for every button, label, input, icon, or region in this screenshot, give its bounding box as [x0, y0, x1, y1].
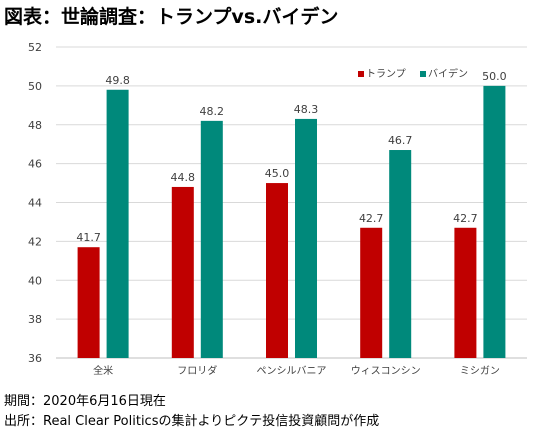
- bar-trump: [77, 247, 100, 358]
- x-category-label: フロリダ: [177, 364, 217, 377]
- y-tick-label: 40: [28, 274, 42, 287]
- legend-label: バイデン: [428, 67, 468, 80]
- bars: [77, 85, 506, 358]
- chart-title: 図表：世論調査：トランプvs.バイデン: [4, 6, 339, 28]
- data-label-trump: 45.0: [265, 167, 290, 180]
- data-label-biden: 50.0: [482, 70, 507, 83]
- data-labels: 41.7 49.8 44.8 48.2 45.0 48.3 42.7 46.7 42.7 50.0: [76, 70, 506, 244]
- bar-trump: [171, 186, 194, 358]
- bar-trump: [454, 227, 477, 358]
- bar-trump: [360, 227, 383, 358]
- legend-label: トランプ: [366, 68, 406, 80]
- bar-trump: [266, 183, 288, 358]
- legend: トランプ バイデン: [358, 67, 468, 80]
- y-tick-label: 46: [28, 158, 42, 171]
- y-axis-ticks: 36 38 40 42 44 46 48 50 52: [28, 41, 42, 365]
- bar-biden: [483, 85, 506, 358]
- data-label-trump: 42.7: [453, 212, 478, 225]
- y-tick-label: 48: [28, 119, 42, 132]
- data-label-biden: 48.2: [200, 105, 225, 118]
- footer-source: 出所：Real Clear Politicsの集計よりピクテ投信投資顧問が作成: [4, 414, 380, 429]
- bar-biden: [106, 89, 129, 358]
- y-tick-label: 44: [28, 197, 42, 210]
- bar-biden: [200, 120, 223, 358]
- bar-biden: [389, 150, 412, 358]
- y-tick-label: 38: [28, 313, 42, 326]
- gridlines: [56, 46, 527, 359]
- y-tick-label: 52: [28, 41, 42, 54]
- data-label-trump: 44.8: [171, 171, 196, 184]
- y-tick-label: 36: [28, 352, 42, 365]
- data-label-biden: 46.7: [388, 134, 413, 147]
- x-category-label: ミシガン: [460, 365, 500, 377]
- x-category-label: ペンシルバニア: [257, 365, 327, 377]
- data-label-trump: 42.7: [359, 212, 384, 225]
- x-axis-categories: 全米 フロリダ ペンシルバニア ウィスコンシン ミシガン: [93, 364, 500, 377]
- footer-period: 期間：2020年6月16日現在: [4, 394, 166, 409]
- x-category-label: ウィスコンシン: [351, 365, 421, 377]
- y-tick-label: 50: [28, 80, 42, 93]
- data-label-trump: 41.7: [76, 231, 101, 244]
- y-tick-label: 42: [28, 235, 42, 248]
- legend-swatch: [358, 71, 364, 77]
- x-category-label: 全米: [93, 364, 113, 377]
- data-label-biden: 48.3: [294, 103, 319, 116]
- legend-swatch: [420, 71, 426, 77]
- bar-biden: [295, 118, 317, 358]
- data-label-biden: 49.8: [105, 74, 130, 87]
